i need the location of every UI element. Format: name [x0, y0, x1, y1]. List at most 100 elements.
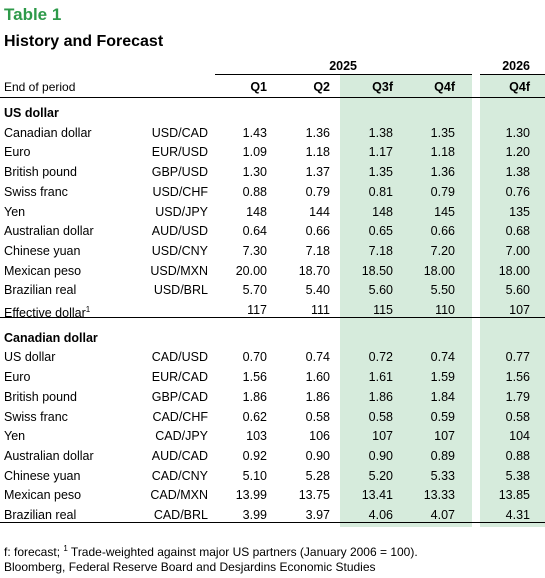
cell-value: 5.50 [430, 283, 455, 298]
cell-value: 115 [373, 303, 393, 317]
year-label: 2026 [502, 59, 530, 73]
cell-value: 20.00 [235, 263, 267, 278]
row-label: British pound [4, 165, 77, 180]
cell-value: 13.41 [361, 488, 393, 503]
cell-value: 1.30 [505, 125, 530, 140]
cell-value: 0.70 [242, 350, 267, 365]
row-label: Swiss franc [4, 184, 68, 199]
cell-value: 1.35 [368, 165, 393, 180]
currency-pair: CAD/CHF [152, 409, 208, 424]
cell-value: 0.89 [430, 448, 455, 463]
cell-value: 5.60 [505, 283, 530, 298]
cell-value: 1.17 [368, 145, 393, 160]
cell-value: 1.56 [505, 370, 530, 385]
cell-value: 107 [509, 303, 530, 317]
cell-value: 0.79 [305, 184, 330, 199]
column-header: Q2 [313, 80, 330, 94]
cell-value: 111 [310, 303, 330, 317]
cell-value: 1.36 [305, 125, 330, 140]
cell-value: 5.10 [242, 468, 267, 483]
cell-value: 106 [309, 429, 330, 444]
cell-value: 0.76 [505, 184, 530, 199]
footnote-text: Trade-weighted against major US partners… [67, 545, 418, 559]
cell-value: 0.88 [505, 448, 530, 463]
row-label: Yen [4, 204, 26, 219]
cell-value: 0.58 [368, 409, 393, 424]
cell-value: 0.90 [368, 448, 393, 463]
cell-value: 5.40 [305, 283, 330, 298]
currency-pair: AUD/CAD [151, 448, 208, 463]
cell-value: 1.09 [242, 145, 267, 160]
currency-pair: CAD/MXN [150, 488, 208, 503]
footnote: f: forecast; 1 Trade-weighted against ma… [4, 541, 418, 560]
forecast-shade [340, 74, 472, 527]
rule [0, 97, 545, 98]
currency-pair: CAD/BRL [153, 508, 208, 522]
cell-value: 107 [434, 429, 455, 444]
cell-value: 1.86 [242, 389, 267, 404]
cell-value: 1.30 [242, 165, 267, 180]
row-label: Canadian dollar [4, 125, 92, 140]
currency-pair: USD/MXN [150, 263, 208, 278]
cell-value: 148 [246, 204, 267, 219]
rule [480, 74, 545, 75]
cell-value: 0.74 [430, 350, 455, 365]
cell-value: 1.59 [430, 370, 455, 385]
cell-value: 1.43 [242, 125, 267, 140]
cell-value: 135 [509, 204, 530, 219]
currency-pair: EUR/CAD [151, 370, 208, 385]
cell-value: 0.92 [242, 448, 267, 463]
section-title: US dollar [4, 106, 59, 120]
cell-value: 0.79 [430, 184, 455, 199]
cell-value: 0.66 [430, 224, 455, 239]
cell-value: 13.33 [423, 488, 455, 503]
cell-value: 0.74 [305, 350, 330, 365]
cell-value: 0.65 [368, 224, 393, 239]
cell-value: 4.31 [505, 508, 530, 522]
cell-value: 117 [247, 303, 267, 317]
cell-value: 1.37 [305, 165, 330, 180]
cell-value: 4.07 [430, 508, 455, 522]
cell-value: 1.38 [505, 165, 530, 180]
cell-value: 0.77 [505, 350, 530, 365]
cell-value: 1.35 [430, 125, 455, 140]
section-title: Canadian dollar [4, 330, 98, 345]
cell-value: 7.30 [242, 243, 267, 258]
cell-value: 0.58 [305, 409, 330, 424]
cell-value: 3.97 [305, 508, 330, 522]
cell-value: 0.58 [505, 409, 530, 424]
row-label: Effective dollar1 [4, 305, 91, 321]
cell-value: 1.20 [505, 145, 530, 160]
cell-value: 18.00 [498, 263, 530, 278]
row-label: Australian dollar [4, 448, 94, 463]
cell-value: 0.90 [305, 448, 330, 463]
cell-value: 144 [309, 204, 330, 219]
cell-value: 5.60 [368, 283, 393, 298]
footnote-mark: 1 [63, 544, 68, 553]
cell-value: 148 [372, 204, 393, 219]
cell-value: 1.56 [242, 370, 267, 385]
currency-pair: AUD/USD [151, 224, 208, 239]
currency-pair: USD/CNY [151, 243, 208, 258]
cell-value: 103 [246, 429, 267, 444]
currency-pair: GBP/CAD [151, 389, 208, 404]
row-label: Mexican peso [4, 263, 82, 278]
cell-value: 1.84 [430, 389, 455, 404]
cell-value: 107 [372, 429, 393, 444]
cell-value: 0.59 [430, 409, 455, 424]
row-label: Chinese yuan [4, 468, 81, 483]
cell-value: 5.20 [368, 468, 393, 483]
rule [215, 74, 472, 75]
row-label: Chinese yuan [4, 243, 81, 258]
currency-pair: USD/BRL [153, 283, 208, 298]
column-header: Q1 [250, 80, 267, 94]
cell-value: 0.66 [305, 224, 330, 239]
currency-pair: CAD/USD [151, 350, 208, 365]
table-subtitle: History and Forecast [4, 33, 164, 50]
cell-value: 13.85 [498, 488, 530, 503]
cell-value: 110 [435, 303, 455, 317]
row-label: Euro [4, 370, 31, 385]
currency-pair: USD/JPY [155, 204, 208, 219]
cell-value: 0.64 [242, 224, 267, 239]
